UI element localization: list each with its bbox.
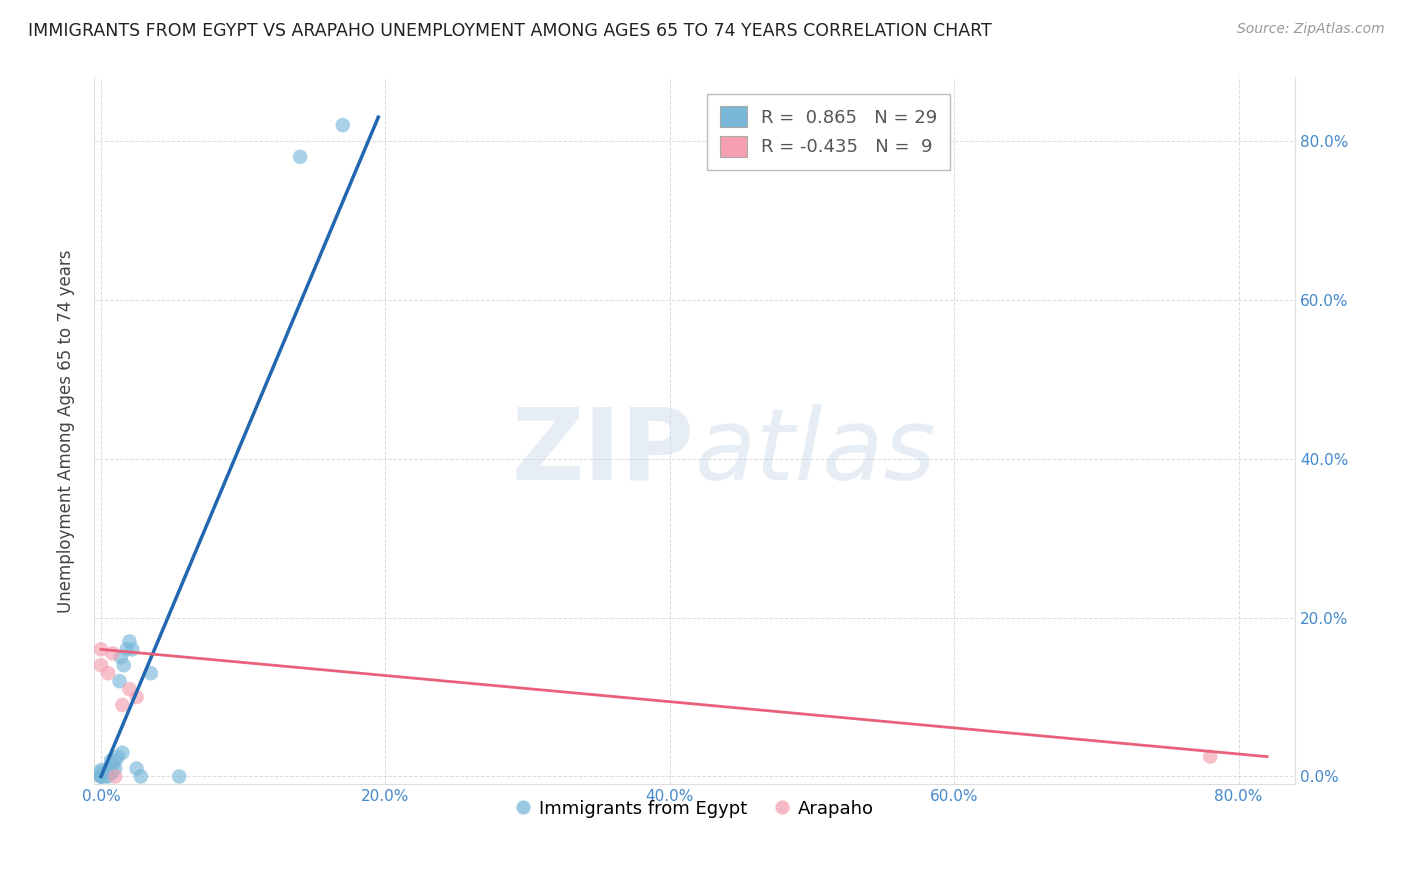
Point [100, 754, 122, 768]
Point [118, 682, 141, 697]
Text: ZIP: ZIP [512, 404, 695, 500]
Point [90, 642, 112, 657]
Point [108, 674, 131, 689]
Point [125, 762, 148, 776]
Point [90, 658, 112, 673]
Point [332, 118, 354, 132]
Point [90, 769, 112, 783]
Point [98, 765, 121, 780]
Point [121, 642, 143, 657]
Point [1199, 749, 1222, 764]
Point [125, 690, 148, 704]
Point [101, 765, 124, 780]
Point [90, 765, 112, 780]
Text: Source: ZipAtlas.com: Source: ZipAtlas.com [1237, 22, 1385, 37]
Legend: Immigrants from Egypt, Arapaho: Immigrants from Egypt, Arapaho [509, 792, 882, 825]
Point [97, 762, 120, 776]
Point [90, 769, 112, 783]
Point [101, 646, 124, 660]
Point [112, 658, 135, 673]
Point [101, 757, 124, 772]
Point [118, 634, 141, 648]
Point [94, 765, 117, 780]
Point [167, 769, 190, 783]
Y-axis label: Unemployment Among Ages 65 to 74 years: Unemployment Among Ages 65 to 74 years [58, 249, 75, 613]
Point [90, 769, 112, 783]
Point [104, 754, 127, 768]
Point [97, 666, 120, 681]
Point [139, 666, 162, 681]
Point [110, 650, 132, 665]
Point [111, 746, 134, 760]
Point [94, 769, 117, 783]
Point [111, 698, 134, 712]
Point [107, 749, 129, 764]
Point [115, 642, 138, 657]
Text: IMMIGRANTS FROM EGYPT VS ARAPAHO UNEMPLOYMENT AMONG AGES 65 TO 74 YEARS CORRELAT: IMMIGRANTS FROM EGYPT VS ARAPAHO UNEMPLO… [28, 22, 991, 40]
Text: atlas: atlas [695, 404, 936, 500]
Point [104, 762, 127, 776]
Point [288, 150, 311, 164]
Point [97, 769, 120, 783]
Point [129, 769, 152, 783]
Point [104, 769, 127, 783]
Point [90, 763, 112, 777]
